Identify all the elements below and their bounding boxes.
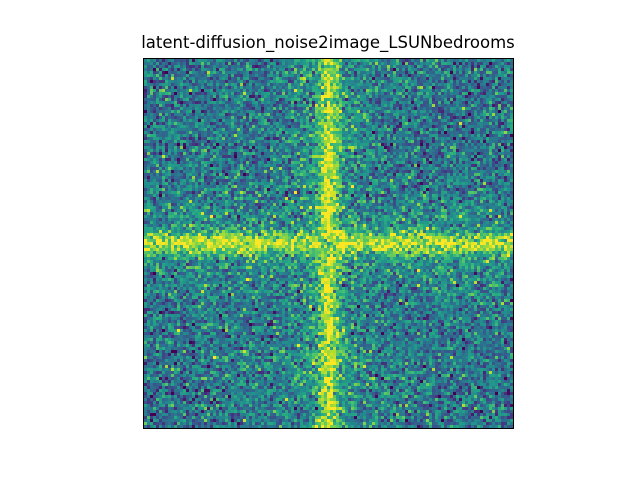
chart-title: latent-diffusion_noise2image_LSUNbedroom… (141, 33, 515, 52)
plot-area (143, 58, 514, 429)
heatmap-image (144, 59, 513, 428)
